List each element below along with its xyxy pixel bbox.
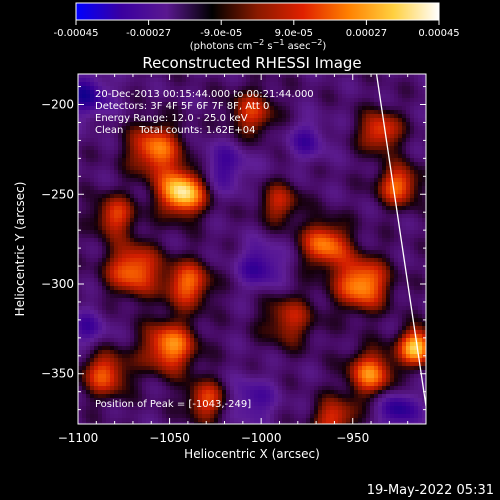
x-tick-label: −950 xyxy=(336,431,369,445)
colorbar-ticks: -0.00045 -0.00027 -9.0e-05 9.0e-05 0.00027 0.… xyxy=(54,20,460,39)
colorbar-tick-label: 9.0e-05 xyxy=(275,28,313,39)
colorbar xyxy=(75,2,440,21)
info-annotations: 20-Dec-2013 00:15:44.000 to 00:21:44.000… xyxy=(95,89,314,136)
annotation-clean-counts: Clean Total counts: 1.62E+04 xyxy=(95,125,255,136)
annotation-energy-range: Energy Range: 12.0 - 25.0 keV xyxy=(95,113,248,124)
annotation-time-range: 20-Dec-2013 00:15:44.000 to 00:21:44.000 xyxy=(95,89,314,100)
footer-timestamp: 19-May-2022 05:31 xyxy=(367,483,494,498)
x-tick-label: −1100 xyxy=(58,431,99,445)
y-tick-label: −350 xyxy=(41,367,74,381)
peak-position-label: Position of Peak = [-1043,-249] xyxy=(95,399,251,410)
colorbar-tick-label: -0.00045 xyxy=(54,28,99,39)
colorbar-tick-label: 0.00027 xyxy=(346,28,387,39)
chart-title: Reconstructed RHESSI Image xyxy=(142,54,361,72)
x-tick-label: −1000 xyxy=(241,431,282,445)
y-tick-label: −300 xyxy=(41,277,74,291)
y-tick-label: −200 xyxy=(41,98,74,112)
annotation-detectors: Detectors: 3F 4F 5F 6F 7F 8F, Att 0 xyxy=(95,101,269,112)
y-axis-label: Heliocentric Y (arcsec) xyxy=(13,182,27,317)
y-tick-label: −250 xyxy=(41,187,74,201)
plot-frame xyxy=(77,73,427,425)
solar-limb-line xyxy=(375,74,426,407)
colorbar-tick-label: -0.00027 xyxy=(126,28,171,39)
heatmap-image xyxy=(78,74,426,424)
colorbar-units: (photons cm−2 s−1 asec−2) xyxy=(190,38,327,52)
colorbar-tick-label: -9.0e-05 xyxy=(200,28,242,39)
x-tick-label: −1050 xyxy=(149,431,190,445)
x-axis-label: Heliocentric X (arcsec) xyxy=(184,447,320,461)
y-axis-ticks: −200 −250 −300 −350 xyxy=(41,86,426,411)
colorbar-tick-label: 0.00045 xyxy=(418,28,459,39)
x-axis-ticks: −1100 −1050 −1000 −950 xyxy=(58,74,427,445)
